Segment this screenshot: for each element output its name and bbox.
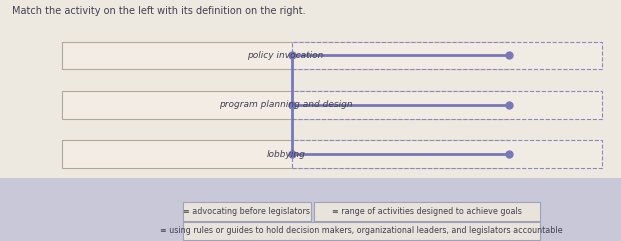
Bar <box>183 202 310 221</box>
Bar <box>292 41 602 69</box>
Bar <box>183 222 540 240</box>
Text: policy invocation: policy invocation <box>248 51 324 60</box>
Bar <box>62 91 509 119</box>
Bar <box>0 0 621 178</box>
Bar <box>292 140 602 168</box>
Bar <box>62 41 509 69</box>
Bar <box>62 140 509 168</box>
Bar <box>292 91 602 119</box>
Text: ≡ using rules or guides to hold decision makers, organizational leaders, and leg: ≡ using rules or guides to hold decision… <box>160 226 563 235</box>
Text: Match the activity on the left with its definition on the right.: Match the activity on the left with its … <box>12 6 306 16</box>
Text: program planning and design: program planning and design <box>219 100 353 109</box>
Bar <box>314 202 540 221</box>
Bar <box>0 178 621 241</box>
Text: ≡ range of activities designed to achieve goals: ≡ range of activities designed to achiev… <box>332 207 522 216</box>
Text: ≡ advocating before legislators: ≡ advocating before legislators <box>183 207 310 216</box>
Text: lobbying: lobbying <box>266 150 305 159</box>
